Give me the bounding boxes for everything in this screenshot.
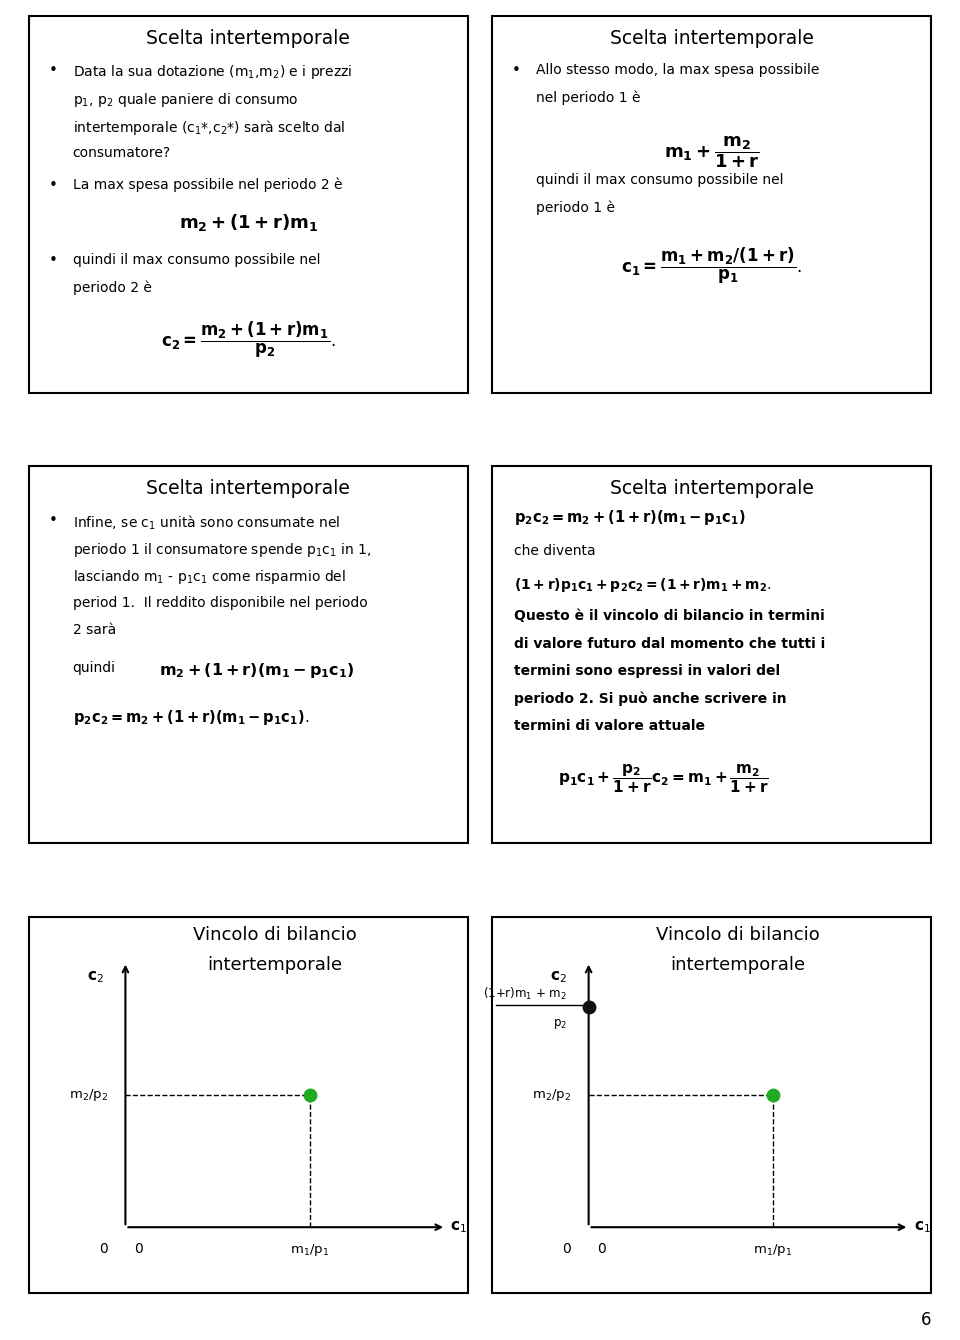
Text: m$_2$/p$_2$: m$_2$/p$_2$ — [532, 1088, 571, 1103]
FancyBboxPatch shape — [29, 917, 468, 1293]
Text: quindi: quindi — [73, 661, 116, 675]
FancyBboxPatch shape — [492, 466, 931, 843]
Text: Vincolo di bilancio: Vincolo di bilancio — [656, 926, 820, 943]
Text: m$_2$/p$_2$: m$_2$/p$_2$ — [69, 1088, 108, 1103]
Text: $\mathbf{m_2 + (1 + r)m_1}$: $\mathbf{m_2 + (1 + r)m_1}$ — [179, 212, 318, 233]
Text: $\mathbf{(1+r)p_1c_1 + p_2c_2 = (1+r)m_1 + m_2}$.: $\mathbf{(1+r)p_1c_1 + p_2c_2 = (1+r)m_1… — [514, 575, 772, 594]
Text: m$_1$/p$_1$: m$_1$/p$_1$ — [754, 1242, 793, 1258]
Text: $\mathbf{m_1 + \dfrac{m_2}{1+r}}$: $\mathbf{m_1 + \dfrac{m_2}{1+r}}$ — [663, 134, 759, 170]
Text: $\mathbf{p_1c_1 + \dfrac{p_2}{1+r} c_2 = m_1 + \dfrac{m_2}{1+r}}$: $\mathbf{p_1c_1 + \dfrac{p_2}{1+r} c_2 =… — [558, 762, 769, 796]
Text: Scelta intertemporale: Scelta intertemporale — [147, 29, 350, 48]
Text: 0: 0 — [563, 1242, 571, 1257]
Text: m$_1$/p$_1$: m$_1$/p$_1$ — [290, 1242, 329, 1258]
Text: che diventa: che diventa — [514, 544, 595, 557]
Text: Vincolo di bilancio: Vincolo di bilancio — [193, 926, 356, 943]
Text: Allo stesso modo, la max spesa possibile: Allo stesso modo, la max spesa possibile — [536, 63, 819, 78]
Text: intertemporale: intertemporale — [670, 957, 805, 974]
Text: $\mathbf{p_2c_2 = m_2 + (1+r)(m_1 - p_1c_1)}$: $\mathbf{p_2c_2 = m_2 + (1+r)(m_1 - p_1c… — [514, 508, 746, 527]
FancyBboxPatch shape — [29, 466, 468, 843]
Text: consumatore?: consumatore? — [73, 146, 171, 159]
Text: 6: 6 — [921, 1312, 931, 1329]
Text: termini di valore attuale: termini di valore attuale — [514, 720, 705, 733]
Text: 0: 0 — [99, 1242, 108, 1257]
Text: quindi il max consumo possibile nel: quindi il max consumo possibile nel — [536, 173, 783, 188]
Text: p$_2$: p$_2$ — [553, 1017, 566, 1030]
Text: c$_1$: c$_1$ — [450, 1219, 468, 1235]
Text: period 1.  Il reddito disponibile nel periodo: period 1. Il reddito disponibile nel per… — [73, 596, 368, 610]
Text: •: • — [49, 63, 58, 78]
Text: intertemporale (c$_1$*,c$_2$*) sarà scelto dal: intertemporale (c$_1$*,c$_2$*) sarà scel… — [73, 118, 345, 137]
Text: 0: 0 — [597, 1242, 606, 1257]
Text: nel periodo 1 è: nel periodo 1 è — [536, 91, 640, 105]
FancyBboxPatch shape — [29, 16, 468, 393]
Text: periodo 1 il consumatore spende p$_1$c$_1$ in 1,: periodo 1 il consumatore spende p$_1$c$_… — [73, 541, 371, 559]
Text: $\mathbf{c_2 = \dfrac{m_2 + (1+r)m_1}{p_2}}$.: $\mathbf{c_2 = \dfrac{m_2 + (1+r)m_1}{p_… — [161, 320, 336, 360]
Text: periodo 2. Si può anche scrivere in: periodo 2. Si può anche scrivere in — [514, 691, 786, 706]
FancyBboxPatch shape — [492, 16, 931, 393]
Text: 0: 0 — [134, 1242, 143, 1257]
Text: Infine, se c$_1$ unità sono consumate nel: Infine, se c$_1$ unità sono consumate ne… — [73, 513, 340, 532]
Text: Scelta intertemporale: Scelta intertemporale — [610, 480, 813, 498]
Text: quindi il max consumo possibile nel: quindi il max consumo possibile nel — [73, 253, 321, 267]
Text: •: • — [49, 253, 58, 268]
Text: p$_1$, p$_2$ quale paniere di consumo: p$_1$, p$_2$ quale paniere di consumo — [73, 91, 299, 109]
Text: 2 sarà: 2 sarà — [73, 623, 116, 638]
Text: La max spesa possibile nel periodo 2 è: La max spesa possibile nel periodo 2 è — [73, 178, 342, 192]
Text: $\mathbf{p_2c_2 = m_2 + (1+r)(m_1 - p_1c_1)}$.: $\mathbf{p_2c_2 = m_2 + (1+r)(m_1 - p_1c… — [73, 708, 309, 728]
Text: $\mathbf{c_1 = \dfrac{m_1 + m_2/(1+r)}{p_1}}$.: $\mathbf{c_1 = \dfrac{m_1 + m_2/(1+r)}{p… — [621, 247, 802, 287]
Text: •: • — [512, 63, 520, 78]
Text: c$_2$: c$_2$ — [550, 969, 566, 985]
Text: Scelta intertemporale: Scelta intertemporale — [610, 29, 813, 48]
Text: •: • — [49, 178, 58, 193]
Text: •: • — [49, 513, 58, 528]
Text: c$_1$: c$_1$ — [914, 1219, 930, 1235]
FancyBboxPatch shape — [492, 917, 931, 1293]
Text: termini sono espressi in valori del: termini sono espressi in valori del — [514, 665, 780, 678]
Text: Data la sua dotazione (m$_1$,m$_2$) e i prezzi: Data la sua dotazione (m$_1$,m$_2$) e i … — [73, 63, 352, 82]
Text: (1+r)m$_1$ + m$_2$: (1+r)m$_1$ + m$_2$ — [483, 986, 566, 1002]
Text: lasciando m$_1$ - p$_1$c$_1$ come risparmio del: lasciando m$_1$ - p$_1$c$_1$ come rispar… — [73, 568, 346, 587]
Text: periodo 1 è: periodo 1 è — [536, 201, 615, 216]
Text: Scelta intertemporale: Scelta intertemporale — [147, 480, 350, 498]
Text: c$_2$: c$_2$ — [86, 969, 104, 985]
Text: periodo 2 è: periodo 2 è — [73, 280, 152, 295]
Text: di valore futuro dal momento che tutti i: di valore futuro dal momento che tutti i — [514, 636, 826, 651]
Text: Questo è il vincolo di bilancio in termini: Questo è il vincolo di bilancio in termi… — [514, 610, 825, 623]
Text: intertemporale: intertemporale — [207, 957, 343, 974]
Text: $\mathbf{m_2 + (1+r)(m_1 - p_1c_1)}$: $\mathbf{m_2 + (1+r)(m_1 - p_1c_1)}$ — [159, 661, 355, 679]
